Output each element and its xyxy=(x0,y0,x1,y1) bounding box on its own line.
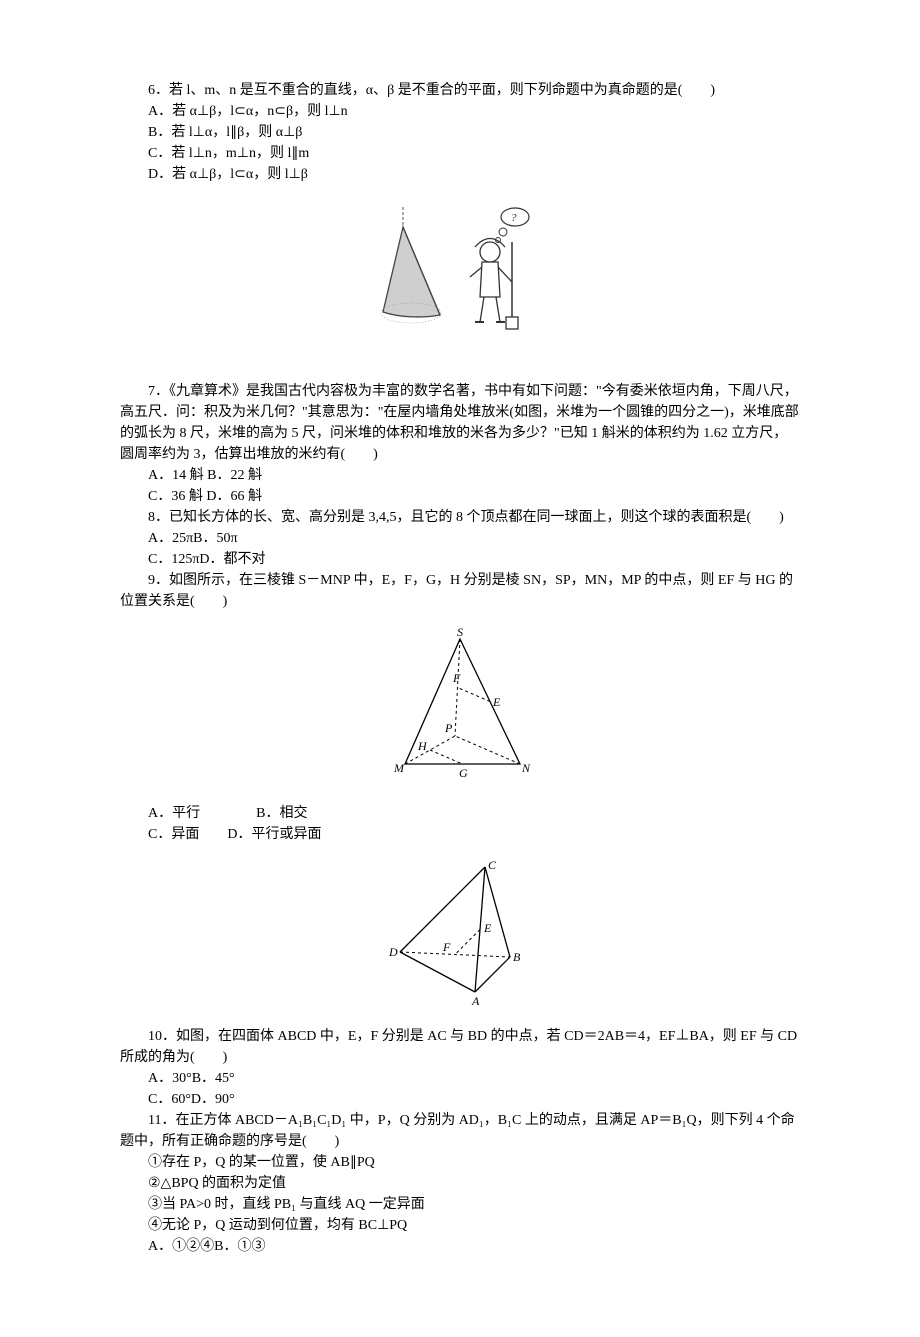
q6-opt-b: B．若 l⊥α，l∥β，则 α⊥β xyxy=(120,122,800,143)
label-F: F xyxy=(452,671,461,685)
q11-text: 11．在正方体 ABCD－A₁B₁C₁D₁ 中，P，Q 分别为 AD₁，B₁C … xyxy=(120,1110,800,1152)
label-M: M xyxy=(393,761,405,775)
q9-figure: S M N P E F G H xyxy=(120,624,800,791)
rice-pile-figure: ? xyxy=(375,197,545,362)
triangular-pyramid-figure: S M N P E F G H xyxy=(380,624,540,784)
q9-opt-d: D．平行或异面 xyxy=(227,827,321,842)
label-D: D xyxy=(388,945,398,959)
question-11: 11．在正方体 ABCD－A₁B₁C₁D₁ 中，P，Q 分别为 AD₁，B₁C … xyxy=(120,1110,800,1257)
question-7: 7．《九章算术》是我国古代内容极为丰富的数学名著，书中有如下问题："今有委米依垣… xyxy=(120,381,800,507)
question-6: 6．若 l、m、n 是互不重合的直线，α、β 是不重合的平面，则下列命题中为真命… xyxy=(120,80,800,185)
q7-figure: ? xyxy=(120,197,800,369)
q11-s1: ①存在 P，Q 的某一位置，使 AB∥PQ xyxy=(120,1152,800,1173)
q8-text: 8．已知长方体的长、宽、高分别是 3,4,5，且它的 8 个顶点都在同一球面上，… xyxy=(120,507,800,528)
label-E: E xyxy=(483,921,492,935)
question-8: 8．已知长方体的长、宽、高分别是 3,4,5，且它的 8 个顶点都在同一球面上，… xyxy=(120,507,800,570)
q11-s3: ③当 PA>0 时，直线 PB₁ 与直线 AQ 一定异面 xyxy=(120,1194,800,1215)
label-H: H xyxy=(417,739,428,753)
label-G: G xyxy=(459,766,468,780)
q9-opt-c: C．异面 xyxy=(148,827,199,842)
q10-figure: C A B D E F xyxy=(120,857,800,1014)
q11-s4: ④无论 P，Q 运动到何位置，均有 BC⊥PQ xyxy=(120,1215,800,1236)
q7-opt-cd: C．36 斛 D．66 斛 xyxy=(120,486,800,507)
question-10: 10．如图，在四面体 ABCD 中，E，F 分别是 AC 与 BD 的中点，若 … xyxy=(120,1026,800,1110)
q10-text: 10．如图，在四面体 ABCD 中，E，F 分别是 AC 与 BD 的中点，若 … xyxy=(120,1026,800,1068)
q9-text: 9．如图所示，在三棱锥 S－MNP 中，E，F，G，H 分别是棱 SN，SP，M… xyxy=(120,570,800,612)
label-B: B xyxy=(513,950,521,964)
label-E: E xyxy=(492,695,501,709)
label-S: S xyxy=(457,625,463,639)
label-F: F xyxy=(442,940,451,954)
q8-opt-cd: C．125πD．都不对 xyxy=(120,549,800,570)
q9-opt-row1: A．平行 B．相交 xyxy=(120,803,800,824)
label-C: C xyxy=(488,858,497,872)
q7-opt-ab: A．14 斛 B．22 斛 xyxy=(120,465,800,486)
q9-opt-row2: C．异面 D．平行或异面 xyxy=(120,824,800,845)
label-A: A xyxy=(471,994,480,1007)
q10-opt-ab: A．30°B．45° xyxy=(120,1068,800,1089)
q10-opt-cd: C．60°D．90° xyxy=(120,1089,800,1110)
q6-text: 6．若 l、m、n 是互不重合的直线，α、β 是不重合的平面，则下列命题中为真命… xyxy=(120,80,800,101)
q6-opt-d: D．若 α⊥β，l⊂α，则 l⊥β xyxy=(120,164,800,185)
question-9-options: A．平行 B．相交 C．异面 D．平行或异面 xyxy=(120,803,800,845)
q6-opt-a: A．若 α⊥β，l⊂α，n⊂β，则 l⊥n xyxy=(120,101,800,122)
q8-opt-ab: A．25πB．50π xyxy=(120,528,800,549)
tetrahedron-figure: C A B D E F xyxy=(380,857,540,1007)
svg-text:?: ? xyxy=(511,212,517,224)
q9-opt-a: A．平行 xyxy=(148,806,200,821)
question-9: 9．如图所示，在三棱锥 S－MNP 中，E，F，G，H 分别是棱 SN，SP，M… xyxy=(120,570,800,612)
q11-s2: ②△BPQ 的面积为定值 xyxy=(120,1173,800,1194)
q9-opt-b: B．相交 xyxy=(256,806,307,821)
label-P: P xyxy=(444,721,453,735)
label-N: N xyxy=(521,761,531,775)
q7-text: 7．《九章算术》是我国古代内容极为丰富的数学名著，书中有如下问题："今有委米依垣… xyxy=(120,381,800,465)
q6-opt-c: C．若 l⊥n，m⊥n，则 l∥m xyxy=(120,143,800,164)
q11-opt-ab: A．①②④B．①③ xyxy=(120,1236,800,1257)
